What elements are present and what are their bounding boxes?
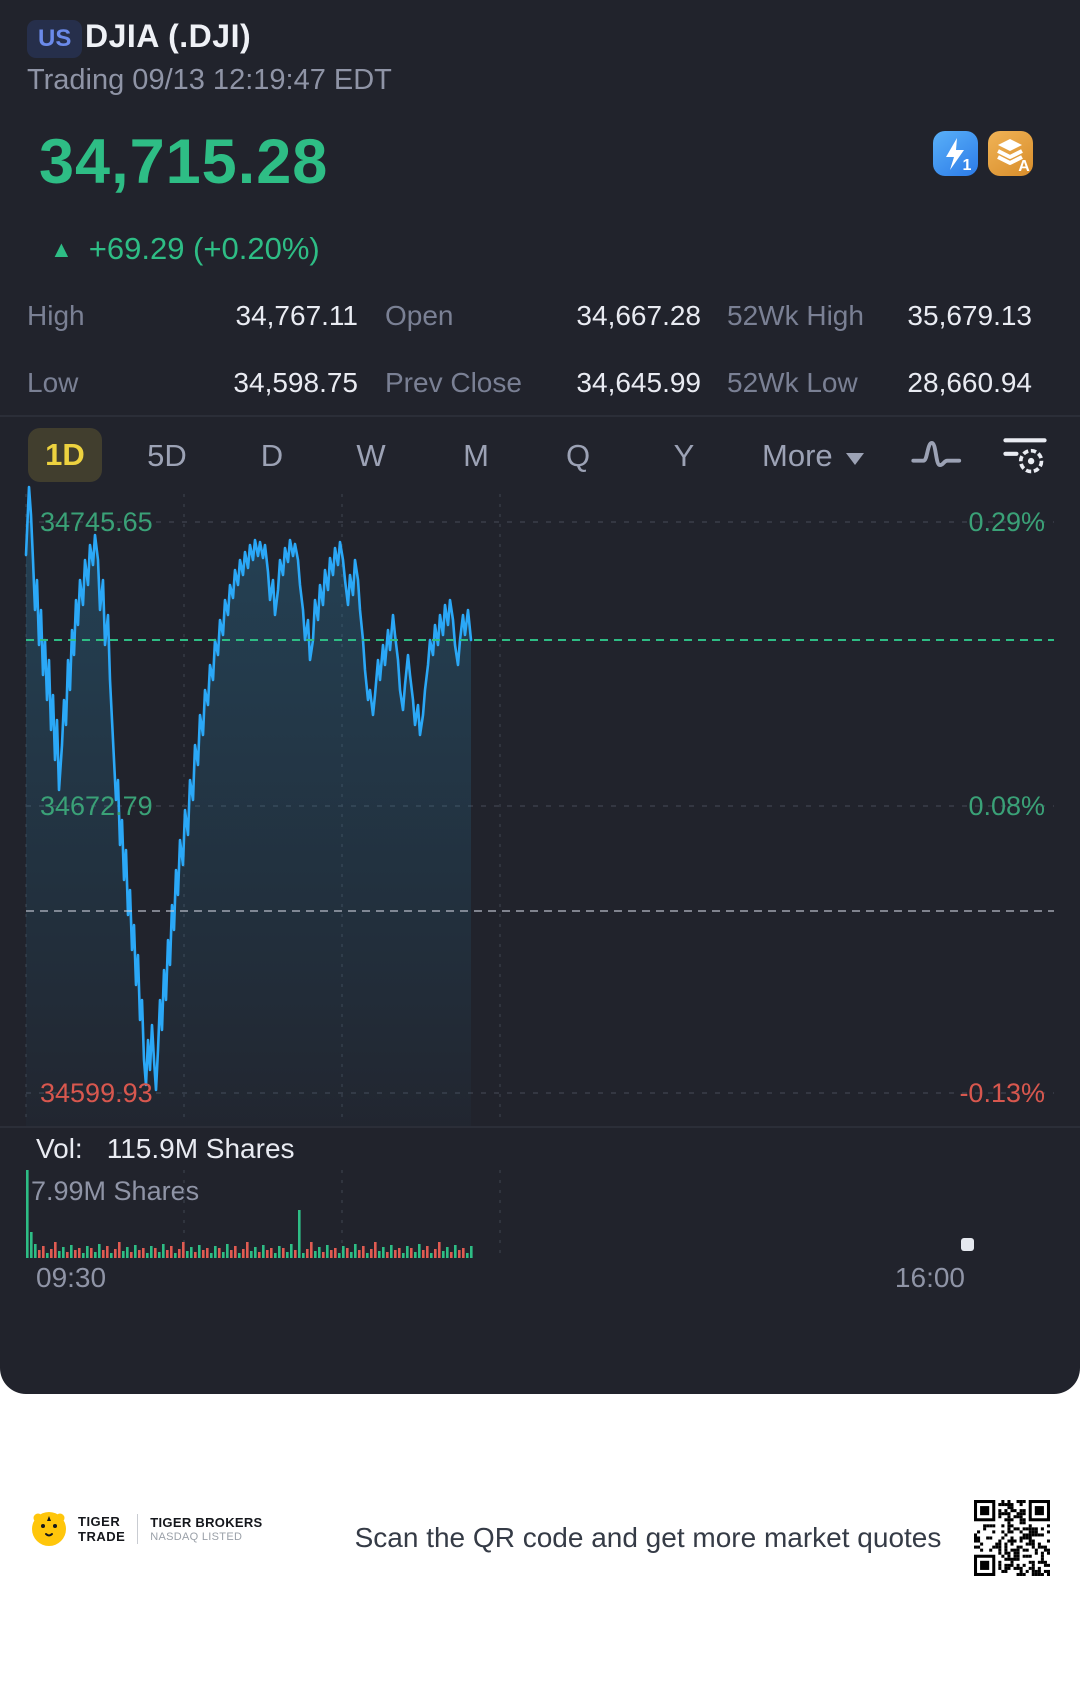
tab-5d[interactable]: 5D: [147, 438, 187, 473]
quote-card: US DJIA (.DJI) Trading 09/13 12:19:47 ED…: [0, 0, 1080, 1394]
more-label: More: [762, 438, 833, 473]
volume-value: 115.9M Shares: [106, 1133, 295, 1164]
qr-caption: Scan the QR code and get more market quo…: [354, 1522, 942, 1553]
stat-label-low: Low: [27, 367, 79, 398]
time-axis-end: 16:00: [894, 1262, 965, 1293]
layers-icon: A: [997, 139, 1030, 175]
up-arrow-icon: ▲: [50, 235, 73, 262]
tab-w[interactable]: W: [356, 438, 386, 473]
tab-m[interactable]: M: [463, 438, 489, 473]
last-price: 34,715.28: [39, 127, 329, 197]
tab-y[interactable]: Y: [673, 438, 695, 473]
session-end-marker: [961, 1238, 974, 1251]
y-axis-label-high: 34745.65: [40, 507, 153, 537]
tiger-logo-icon: [32, 1512, 66, 1546]
symbol-title: DJIA (.DJI): [85, 18, 252, 54]
pct-axis-label-mid: 0.08%: [968, 791, 1045, 821]
settings-gear-icon: [1003, 438, 1047, 474]
stat-value-low: 34,598.75: [233, 367, 358, 398]
volume-divider: [0, 1126, 1080, 1128]
depth-badge[interactable]: A: [988, 131, 1033, 176]
volume-label: Vol:: [36, 1133, 83, 1164]
indicator-settings-button[interactable]: [1003, 434, 1047, 481]
stat-value-prev-close: 34,645.99: [576, 367, 701, 398]
svg-text:A: A: [1018, 158, 1030, 175]
tab-d[interactable]: D: [260, 438, 284, 473]
tab-q[interactable]: Q: [565, 438, 591, 473]
price-change: ▲ +69.29 (+0.20%): [50, 231, 320, 267]
market-badge: US: [27, 20, 83, 58]
qr-code: [974, 1500, 1050, 1576]
line-chart-icon: [911, 440, 962, 468]
chart-type-button[interactable]: [910, 434, 964, 479]
volume-chart[interactable]: [0, 1170, 1080, 1258]
volume-scale-label: 7.99M Shares: [31, 1176, 200, 1206]
logo-divider: [137, 1514, 139, 1544]
y-axis-label-mid: 34672.79: [40, 791, 153, 821]
lightning-icon: 1: [946, 138, 972, 174]
broker-listing: NASDAQ LISTED: [150, 1530, 243, 1543]
pct-axis-label-high: 0.29%: [968, 507, 1045, 537]
svg-text:1: 1: [963, 157, 972, 174]
stat-label-prev-close: Prev Close: [385, 367, 522, 398]
stat-label-52wk-high: 52Wk High: [727, 300, 864, 331]
logo-word-top: TIGER: [78, 1514, 121, 1529]
change-text: +69.29 (+0.20%): [88, 231, 320, 266]
broker-name: TIGER BROKERS: [150, 1514, 263, 1530]
stat-label-52wk-low: 52Wk Low: [727, 367, 858, 398]
quote-level-badge[interactable]: 1: [933, 131, 978, 176]
y-axis-label-low: 34599.93: [40, 1078, 153, 1108]
stat-value-52wk-high: 35,679.13: [907, 300, 1032, 331]
stat-value-high: 34,767.11: [235, 300, 359, 331]
intraday-price-chart[interactable]: [0, 470, 1080, 1126]
logo-word-bottom: TRADE: [78, 1529, 126, 1544]
tab-1d[interactable]: 1D: [28, 428, 102, 482]
tiger-trade-logo: TIGER TRADE TIGER BROKERS NASDAQ LISTED: [30, 1510, 263, 1548]
pct-axis-label-low: -0.13%: [959, 1078, 1045, 1108]
trading-status: Trading 09/13 12:19:47 EDT: [27, 64, 392, 96]
time-axis-start: 09:30: [36, 1262, 107, 1293]
stat-value-open: 34,667.28: [576, 300, 701, 331]
stat-value-52wk-low: 28,660.94: [907, 367, 1032, 398]
footer: TIGER TRADE TIGER BROKERS NASDAQ LISTED …: [30, 1500, 1050, 1576]
section-divider: [0, 415, 1080, 417]
more-periods-button[interactable]: More: [762, 438, 864, 474]
stat-label-open: Open: [385, 300, 454, 331]
stat-label-high: High: [27, 300, 85, 331]
volume-readout: Vol: 115.9M Shares: [36, 1133, 295, 1165]
chevron-down-icon: [845, 453, 864, 465]
